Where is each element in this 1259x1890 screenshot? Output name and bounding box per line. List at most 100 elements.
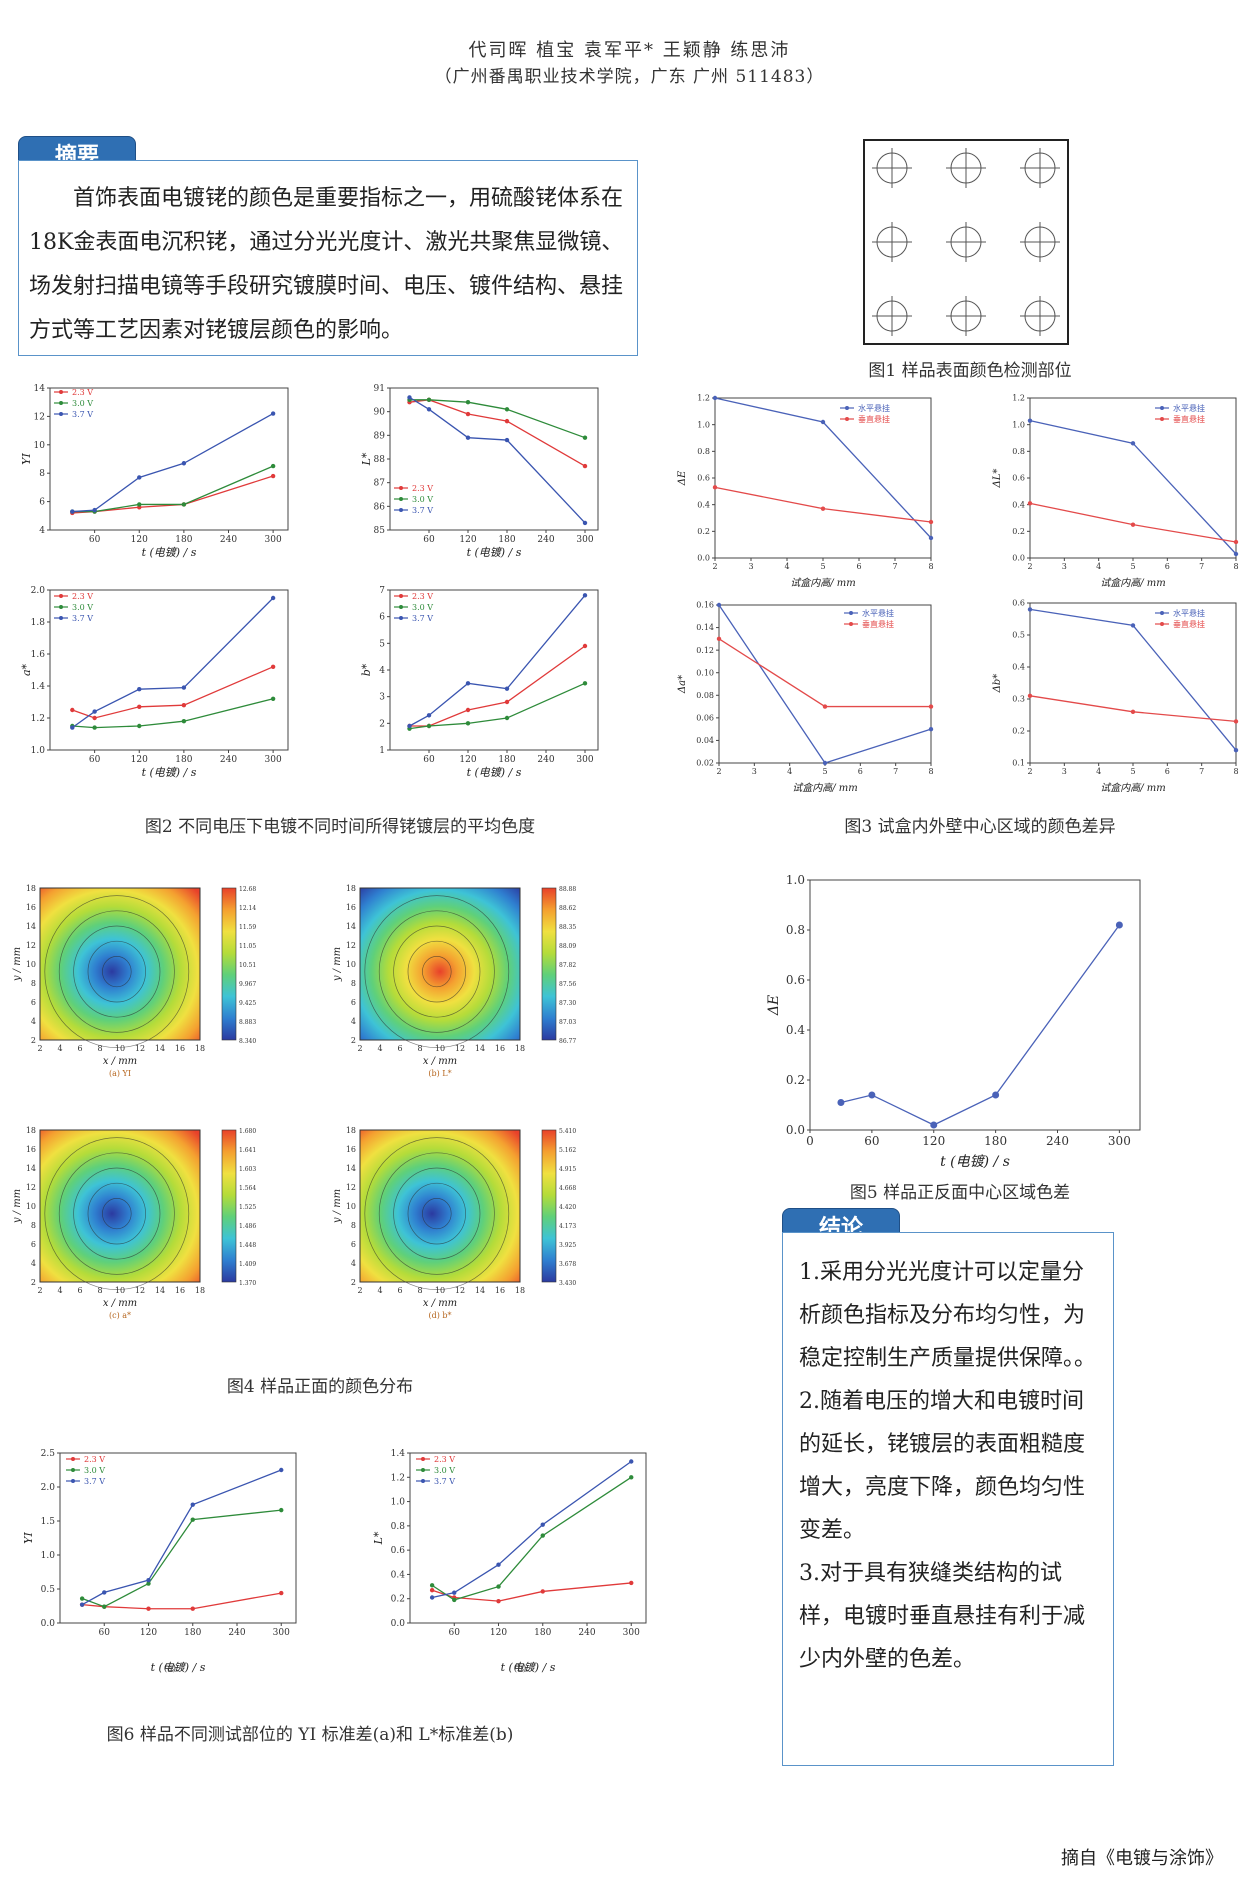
x-tick-label: 5 [1130, 767, 1135, 776]
x-tick-label: 300 [273, 1628, 290, 1638]
colorbar-label: 88.62 [559, 905, 576, 912]
x-tick-label: 240 [220, 755, 237, 765]
colorbar-label: 12.14 [239, 905, 256, 912]
y-tick-label: 0.8 [697, 447, 710, 456]
data-point [70, 509, 75, 514]
x-tick-label: 12 [455, 1286, 465, 1295]
colorbar-label: 11.05 [239, 943, 256, 950]
contour-line [58, 1152, 175, 1275]
legend-label: 水平悬挂 [1173, 403, 1205, 413]
fig6-lstar-std-chart: 60 120 180 240 300 0.0 0.2 0.4 0.6 0.8 1.0 1.2 1.4 t … [372, 1449, 647, 1674]
y-tick-label: 86 [374, 502, 386, 512]
x-tick-label: 18 [515, 1286, 525, 1295]
contour-line [393, 1167, 481, 1260]
x-axis-label: 试盒内高/ mm [1100, 782, 1166, 794]
data-point [1233, 551, 1239, 557]
legend-label: 3.0 V [412, 603, 433, 612]
x-tick-label: 12 [135, 1044, 145, 1053]
data-point [1130, 441, 1136, 446]
x-tick-label: 240 [1046, 1134, 1069, 1148]
y-tick-label: 14 [26, 922, 36, 931]
data-point [181, 502, 187, 507]
data-point [820, 419, 826, 425]
x-axis-label: x / mm [103, 1056, 137, 1067]
data-point [465, 435, 471, 440]
y-axis-label: L* [372, 1531, 385, 1545]
fig1-sample-diagram [862, 138, 1070, 346]
y-tick-label: 1.2 [31, 714, 45, 724]
heatmap-field [40, 1130, 200, 1282]
fig6-yi-std-chart: 60 120 180 240 300 0.0 0.5 1.0 1.5 2.0 2.5 t (电镀) /… [22, 1449, 297, 1674]
legend-label: 2.3 V [72, 388, 93, 397]
data-point [102, 1604, 107, 1609]
x-tick-label: 3 [1062, 562, 1067, 571]
data-point [407, 395, 412, 400]
y-tick-label: 0.0 [697, 554, 710, 563]
data-point [822, 704, 828, 709]
x-tick-label: 4 [377, 1286, 382, 1295]
data-point [540, 1533, 545, 1538]
x-tick-label: 120 [922, 1134, 945, 1148]
y-tick-label: 91 [374, 384, 385, 394]
x-tick-label: 180 [175, 755, 192, 765]
contour-line [58, 910, 175, 1033]
data-point [190, 1606, 195, 1611]
x-tick-label: 8 [928, 562, 933, 571]
x-axis-label: t (电镀) / s [142, 766, 197, 779]
y-tick-label: 10 [346, 1202, 356, 1211]
fig4-astar-heatmap: 22 4 4 6 6 8 8 10 10 12 12 14 14 16 16 18 18 x / mm y / mm… [12, 1126, 256, 1320]
x-tick-label: 300 [1108, 1134, 1131, 1148]
x-tick-label: 6 [77, 1286, 82, 1295]
y-tick-label: 4 [31, 1017, 36, 1026]
data-point [928, 704, 934, 709]
y-tick-label: 1.5 [41, 1517, 56, 1527]
data-point [582, 681, 588, 686]
y-tick-label: 1.0 [31, 746, 46, 756]
legend-marker [71, 1479, 75, 1483]
legend-label: 2.3 V [434, 1455, 455, 1464]
y-tick-label: 0.0 [391, 1619, 406, 1629]
y-tick-label: 89 [374, 431, 386, 441]
data-point [465, 400, 471, 405]
y-tick-label: 18 [346, 884, 356, 893]
data-point [429, 1595, 435, 1600]
fig4-caption: 图4 样品正面的颜色分布 [226, 1377, 414, 1397]
x-axis-label: t (电镀) / s [467, 546, 522, 559]
data-point [712, 485, 718, 490]
colorbar-label: 5.162 [559, 1147, 576, 1154]
legend-marker [849, 611, 853, 615]
data-point [137, 704, 142, 709]
conclusion-item-2: 2.随着电压的增大和电镀时间的延长，铑镀层的表面粗糙度增大，亮度下降，颜色均匀性… [799, 1389, 1086, 1543]
data-point [1027, 693, 1033, 698]
data-point [504, 699, 510, 705]
contour-line [378, 1152, 495, 1275]
colorbar-label: 87.56 [559, 981, 576, 988]
data-point [1130, 709, 1136, 714]
data-point [504, 686, 510, 691]
data-point [92, 507, 97, 513]
legend-marker [849, 622, 853, 626]
x-tick-label: 60 [89, 755, 101, 765]
y-tick-label: 12 [34, 412, 45, 422]
fig4-bstar-heatmap: 22 4 4 6 6 8 8 10 10 12 12 14 14 16 16 18 18 x / mm y / mm… [332, 1126, 576, 1320]
panel-label: (a) YI [109, 1069, 131, 1078]
x-tick-label: 2 [716, 767, 721, 776]
x-tick-label: 120 [459, 755, 476, 765]
legend-label: 水平悬挂 [1173, 608, 1205, 618]
x-tick-label: 60 [449, 1628, 461, 1638]
y-tick-label: 8 [39, 469, 45, 479]
x-tick-label: 12 [135, 1286, 145, 1295]
legend-marker [399, 594, 403, 598]
fig2-lstar-chart: 60 120 180 240 300 85 86 87 88 89 90 91 t (电镀) / s L*… [360, 384, 599, 559]
y-tick-label: 6 [351, 1240, 356, 1249]
data-point [629, 1459, 634, 1464]
abstract-text: 首饰表面电镀铑的颜色是重要指标之一，用硫酸铑体系在 18K金表面电沉积铑，通过分… [29, 186, 624, 343]
legend-label: 3.0 V [72, 603, 93, 612]
data-point [92, 725, 97, 730]
x-tick-label: 2 [712, 562, 717, 571]
contour-line [44, 895, 190, 1048]
y-tick-label: 1.4 [31, 682, 46, 692]
x-tick-label: 0 [806, 1134, 814, 1148]
heatmap-frame [359, 887, 521, 1041]
x-tick-label: 120 [131, 535, 148, 545]
